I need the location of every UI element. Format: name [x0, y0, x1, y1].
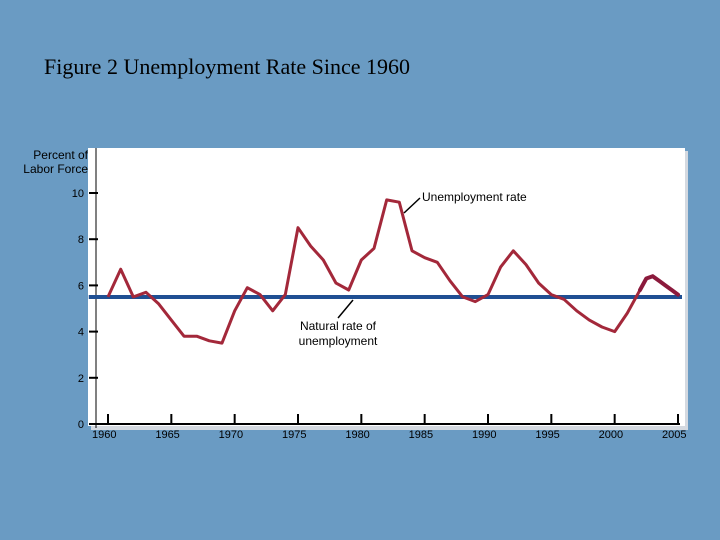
x-tick-label-1980: 1980: [345, 429, 369, 441]
y-axis-label: Percent of Labor Force: [4, 148, 88, 176]
unemployment-rate-line: [106, 198, 642, 345]
y-tick-label-8: 8: [78, 234, 84, 246]
y-tick-label-4: 4: [78, 327, 84, 339]
x-tick-label-1995: 1995: [535, 429, 559, 441]
y-tick-label-0: 0: [78, 419, 84, 431]
x-tick-label-2005: 2005: [662, 429, 686, 441]
y-axis-label-line-1: Percent of: [33, 148, 88, 162]
recent-unemployment-line: [638, 274, 680, 297]
y-tick-label-10: 10: [72, 188, 84, 200]
natural-rate-label-pointer: [337, 299, 354, 319]
x-tick-label-1990: 1990: [472, 429, 496, 441]
unemployment-label-pointer: [403, 197, 421, 214]
x-tick-label-1975: 1975: [282, 429, 306, 441]
x-tick-label-1970: 1970: [219, 429, 243, 441]
x-tick-label-1960: 1960: [92, 429, 116, 441]
unemployment-label: Unemployment rate: [422, 190, 527, 204]
chart-title: Figure 2 Unemployment Rate Since 1960: [44, 54, 410, 79]
natural-rate-label-line-1: Natural rate of: [300, 319, 377, 333]
y-tick-label-2: 2: [78, 373, 84, 385]
x-tick-label-1985: 1985: [409, 429, 433, 441]
x-tick-label-2000: 2000: [599, 429, 623, 441]
y-axis-label-line-2: Labor Force: [23, 162, 88, 176]
plot-background: [88, 148, 685, 426]
y-tick-label-6: 6: [78, 280, 84, 292]
x-tick-label-1965: 1965: [155, 429, 179, 441]
natural-rate-label-line-2: unemployment: [299, 334, 378, 348]
